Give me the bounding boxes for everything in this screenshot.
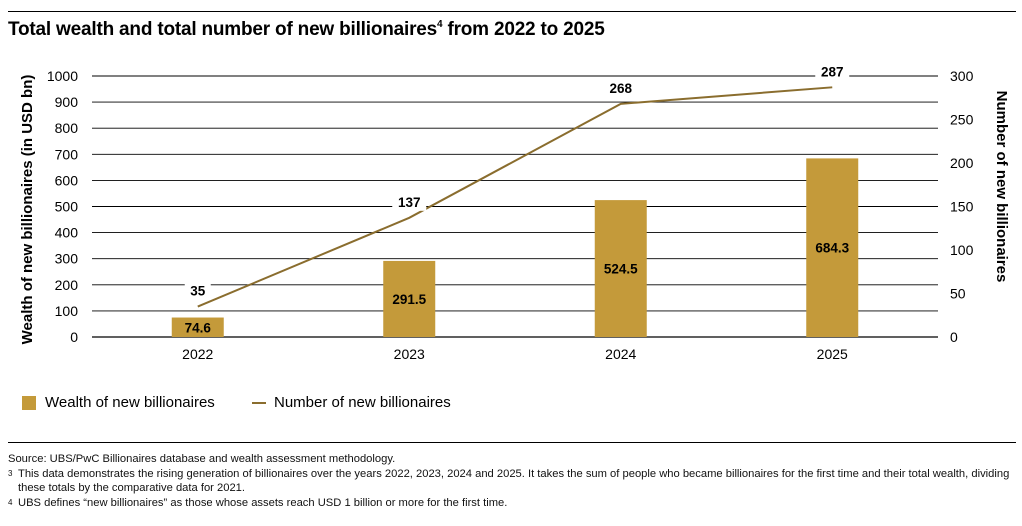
source-note: Source: UBS/PwC Billionaires database an… (8, 453, 396, 465)
line-data-label: 35 (190, 284, 206, 299)
top-rule (8, 11, 1016, 12)
line-label-bg (184, 282, 211, 300)
y-tick-label: 700 (55, 146, 79, 162)
chart-title: Total wealth and total number of new bil… (8, 19, 605, 41)
y2-tick-label: 200 (950, 155, 974, 171)
y-tick-label: 300 (55, 251, 79, 267)
line-label-bg (603, 79, 638, 97)
legend-bar-swatch (22, 395, 36, 410)
y-tick-label: 100 (55, 303, 79, 319)
notes-rule (8, 442, 1016, 443)
bar-data-label: 74.6 (185, 320, 212, 335)
x-tick-label: 2023 (394, 346, 425, 362)
y2-tick-label: 250 (950, 112, 974, 128)
line-label-bg (815, 63, 850, 81)
legend-line-swatch (252, 401, 266, 404)
x-tick-label: 2022 (182, 346, 213, 362)
line-data-label: 137 (398, 195, 421, 210)
bar (171, 317, 224, 337)
y2-tick-label: 150 (950, 199, 974, 215)
bar (806, 158, 859, 337)
line-label-bg (392, 193, 427, 211)
bar (594, 200, 647, 337)
y2-tick-label: 300 (950, 68, 974, 84)
y-tick-label: 800 (55, 120, 79, 136)
line-data-label: 268 (609, 81, 632, 96)
footnote-4: 4 UBS defines “new billionaires” as thos… (8, 496, 1018, 511)
y-axis-title: Wealth of new billionaires (in USD bn) (19, 75, 36, 345)
title-text: Total wealth and total number of new bil… (8, 19, 437, 40)
footnote-3-mark: 3 (8, 468, 13, 478)
bar (383, 260, 436, 337)
bar-data-label: 524.5 (604, 262, 638, 277)
y-tick-label: 400 (55, 225, 79, 241)
y2-tick-label: 100 (950, 242, 974, 258)
legend-item-wealth: Wealth of new billionaires (22, 394, 215, 411)
x-tick-label: 2025 (817, 346, 848, 362)
footnote-3: 3 This data demonstrates the rising gene… (8, 467, 1018, 496)
x-tick-label: 2024 (605, 346, 636, 362)
y-tick-label: 600 (55, 172, 79, 188)
series-line (197, 86, 833, 308)
title-suffix: from 2022 to 2025 (442, 19, 605, 40)
y-tick-label: 500 (55, 199, 79, 215)
bar-data-label: 291.5 (392, 292, 426, 307)
combo-chart: 0 100 200 300 400 500 600 700 800 900 1000 0 50 100 15… (19, 63, 1010, 362)
bar-data-label: 684.3 (815, 241, 849, 256)
footnotes: Source: UBS/PwC Billionaires database an… (8, 452, 1018, 510)
y-tick-label: 0 (70, 329, 78, 345)
y2-tick-label: 50 (950, 286, 966, 302)
y2-tick-label: 0 (950, 329, 958, 345)
legend-line-label: Number of new billionaires (274, 394, 451, 411)
footnote-3-text: This data demonstrates the rising genera… (18, 467, 1010, 495)
footnote-4-mark: 4 (8, 497, 13, 507)
y-tick-label: 200 (55, 277, 79, 293)
y2-axis-title: Number of new billionaires (993, 91, 1010, 283)
y-tick-label: 1000 (47, 68, 78, 84)
footnote-4-text: UBS defines “new billionaires” as those … (18, 496, 508, 509)
line-data-label: 287 (821, 64, 844, 79)
legend-bar-label: Wealth of new billionaires (45, 394, 215, 411)
legend-item-count: Number of new billionaires (252, 394, 451, 411)
title-footnote-mark: 4 (437, 19, 443, 30)
y-tick-label: 900 (55, 94, 79, 110)
